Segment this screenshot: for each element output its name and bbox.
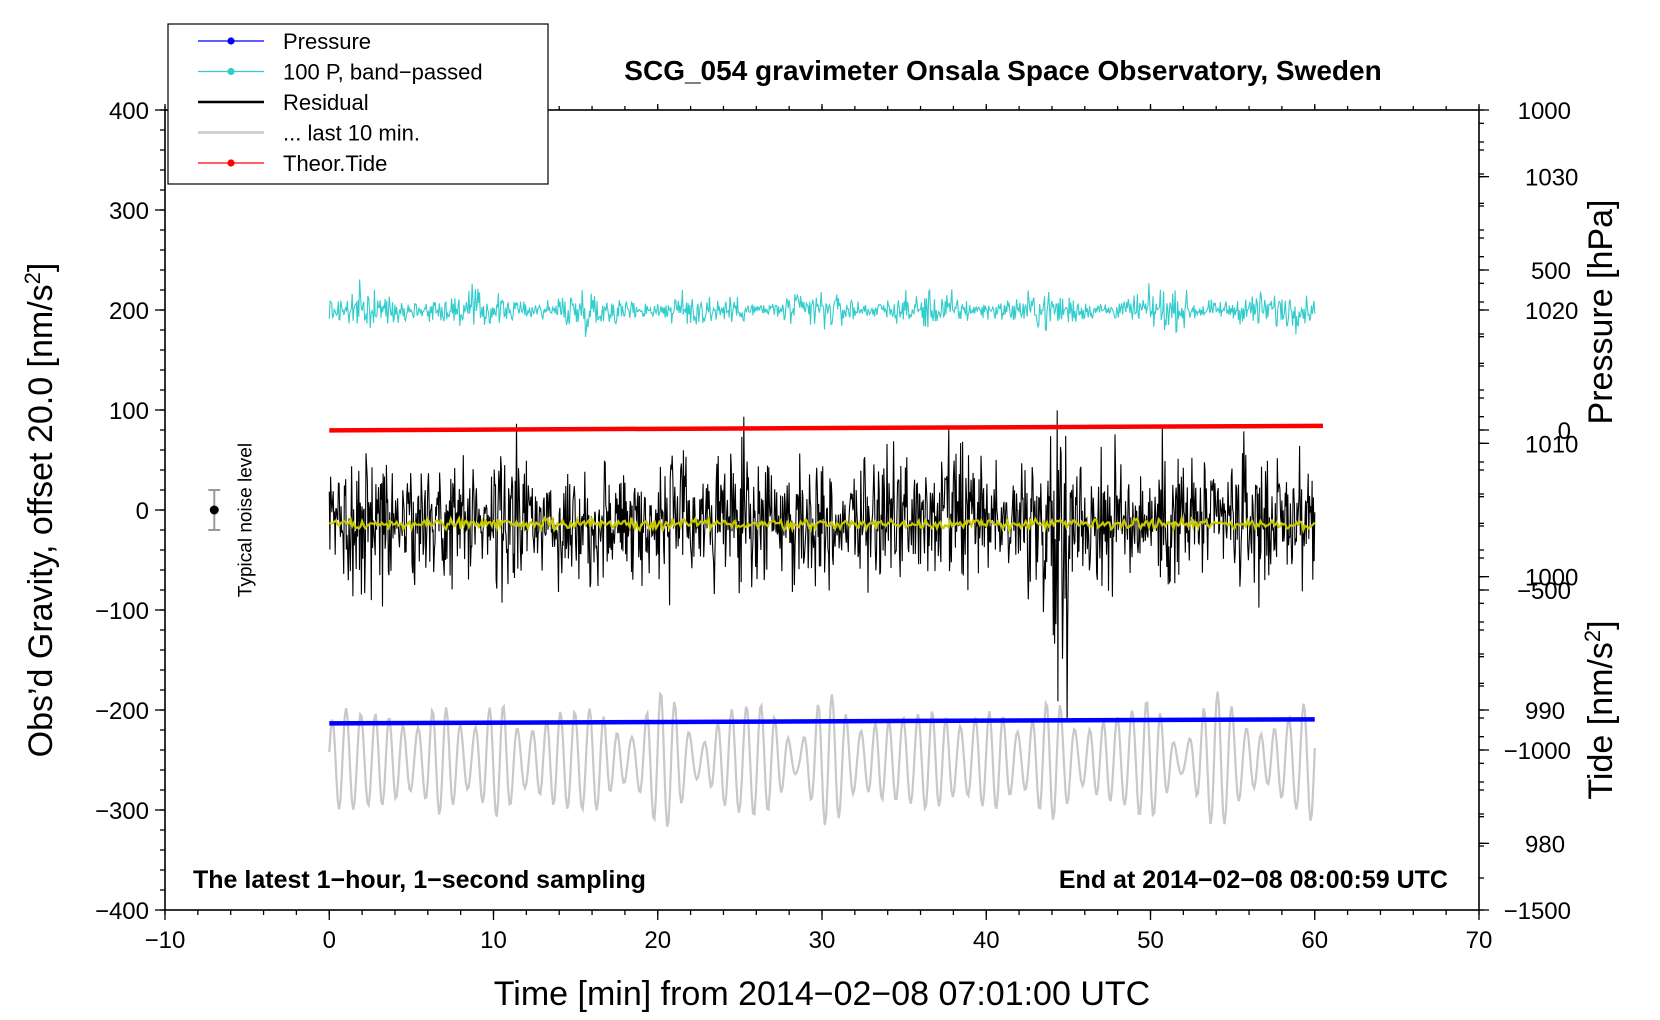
y-tick-label: −300 — [95, 798, 149, 825]
series-last-10-min — [328, 691, 1316, 827]
y-axis-title-tide-end: ] — [1582, 620, 1620, 629]
y-tick-label: −400 — [95, 898, 149, 925]
tide-tick-label: −1500 — [1504, 898, 1571, 925]
tide-tick-label: 1000 — [1518, 98, 1571, 125]
y-tick-label: 400 — [109, 98, 149, 125]
y-tick-label: 100 — [109, 398, 149, 425]
series-layer — [328, 279, 1323, 827]
annotation-left: The latest 1−hour, 1−second sampling — [193, 866, 646, 894]
tide-tick-label: −1000 — [1504, 738, 1571, 765]
noise-dot — [209, 505, 219, 515]
y-axis-title-tide: Tide [nm/s2] — [1580, 620, 1620, 799]
x-tick-label: 20 — [644, 927, 671, 954]
y-axis-title-tide-sup: 2 — [1580, 630, 1605, 642]
x-tick-label: 10 — [480, 927, 507, 954]
x-tick-label: 70 — [1466, 927, 1493, 954]
tide-tick-label: 0 — [1558, 418, 1571, 445]
legend-label: ... last 10 min. — [283, 121, 420, 146]
pressure-tick-label: 1020 — [1525, 298, 1578, 325]
y-axis-title-left: Obs’d Gravity, offset 20.0 [nm/s2] — [20, 263, 60, 758]
noise-label: Typical noise level — [235, 443, 256, 597]
series-theor-tide — [329, 423, 1323, 433]
y-axis-title-left-end: ] — [22, 263, 60, 272]
legend-box — [167, 23, 549, 185]
x-tick-label: −10 — [145, 927, 186, 954]
ticks-layer: −10 0 10 20 30 40 50 60 704003002001000−100−200−… — [95, 98, 1578, 954]
y-tick-label: −100 — [95, 598, 149, 625]
chart-title: SCG_054 gravimeter Onsala Space Observat… — [624, 55, 1381, 86]
legend-marker — [227, 159, 235, 167]
tide-tick-label: −500 — [1517, 578, 1571, 605]
pressure-tick-label: 980 — [1525, 831, 1565, 858]
x-tick-label: 60 — [1301, 927, 1328, 954]
y-axis-title-left-main: Obs’d Gravity, offset 20.0 [nm/s — [22, 284, 60, 757]
y-tick-label: 200 — [109, 298, 149, 325]
noise-marker: Typical noise level — [208, 443, 256, 597]
y-axis-title-left-sup: 2 — [20, 272, 45, 284]
legend-label: Residual — [283, 90, 369, 115]
legend-marker — [227, 37, 235, 45]
y-tick-label: 0 — [136, 498, 149, 525]
legend: Pressure 100 P, band−passed Residual ... la… — [167, 23, 549, 185]
pressure-tick-label: 1030 — [1525, 165, 1578, 192]
series-residual — [328, 410, 1316, 722]
legend-marker — [227, 67, 235, 76]
y-axis-title-tide-main: Tide [nm/s — [1582, 642, 1620, 799]
series-residual-smoothed — [328, 513, 1316, 535]
pressure-tick-label: 1000 — [1525, 565, 1578, 592]
x-tick-label: 30 — [809, 927, 836, 954]
y-axis-title-pressure: Pressure [hPa] — [1582, 200, 1620, 425]
x-tick-label: 40 — [973, 927, 1000, 954]
pressure-tick-label: 990 — [1525, 698, 1565, 725]
series-pressure — [329, 717, 1315, 726]
tide-tick-label: 500 — [1531, 258, 1571, 285]
series-bandpassed-pressure — [328, 279, 1316, 338]
y-tick-label: 300 — [109, 198, 149, 225]
x-axis-title: Time [min] from 2014−02−08 07:01:00 UTC — [494, 975, 1150, 1013]
y-tick-label: −200 — [95, 698, 149, 725]
pressure-tick-label: 1010 — [1525, 431, 1578, 458]
x-tick-label: 50 — [1137, 927, 1164, 954]
annotation-right: End at 2014−02−08 08:00:59 UTC — [1059, 866, 1448, 894]
legend-label: Pressure — [283, 29, 371, 54]
x-tick-label: 0 — [323, 927, 336, 954]
legend-label: 100 P, band−passed — [283, 60, 483, 85]
legend-label: Theor.Tide — [283, 151, 387, 176]
